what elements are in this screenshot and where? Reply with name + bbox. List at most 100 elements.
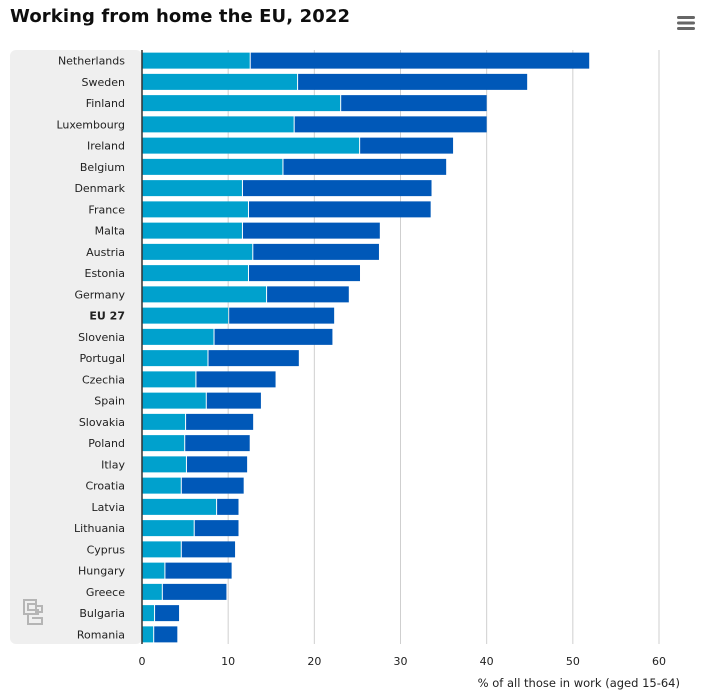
bar-usually[interactable]	[142, 498, 217, 515]
bar-sometimes[interactable]	[267, 286, 349, 303]
bar-sometimes[interactable]	[186, 456, 248, 473]
bar-sometimes[interactable]	[214, 328, 333, 345]
category-label: Hungary	[78, 565, 125, 578]
bar-sometimes[interactable]	[196, 371, 276, 388]
category-label: Slovakia	[79, 416, 125, 429]
bar-usually[interactable]	[142, 95, 341, 112]
bar-sometimes[interactable]	[155, 605, 180, 622]
bar-sometimes[interactable]	[248, 201, 431, 218]
category-label: Cyprus	[87, 543, 126, 556]
x-tick-label: 50	[566, 655, 580, 668]
category-label: Poland	[88, 437, 125, 450]
x-tick-label: 40	[480, 655, 494, 668]
category-label: Portugal	[79, 352, 125, 365]
bar-usually[interactable]	[142, 222, 242, 239]
category-label: Netherlands	[58, 55, 125, 68]
bar-usually[interactable]	[142, 435, 185, 452]
x-tick-label: 30	[394, 655, 408, 668]
bar-sometimes[interactable]	[250, 52, 590, 69]
bar-sometimes[interactable]	[229, 307, 335, 324]
bar-usually[interactable]	[142, 541, 181, 558]
category-label: Bulgaria	[79, 607, 125, 620]
category-label: Finland	[86, 97, 125, 110]
category-label: Germany	[74, 288, 125, 301]
bar-usually[interactable]	[142, 477, 181, 494]
bar-usually[interactable]	[142, 520, 194, 537]
category-label: Belgium	[80, 161, 125, 174]
bar-usually[interactable]	[142, 413, 186, 430]
category-label: Austria	[86, 246, 125, 259]
bar-sometimes[interactable]	[242, 180, 432, 197]
cbs-logo-icon	[23, 599, 43, 625]
category-label-band	[10, 50, 142, 644]
bar-sometimes[interactable]	[298, 73, 528, 90]
category-label: Sweden	[82, 76, 125, 89]
category-label: Czechia	[82, 373, 125, 386]
bar-usually[interactable]	[142, 116, 294, 133]
x-tick-label: 20	[307, 655, 321, 668]
bar-sometimes[interactable]	[360, 137, 454, 154]
bar-sometimes[interactable]	[181, 477, 244, 494]
bar-sometimes[interactable]	[208, 350, 299, 367]
category-label: Lithuania	[74, 522, 125, 535]
bar-sometimes[interactable]	[283, 158, 447, 175]
x-tick-label: 60	[652, 655, 666, 668]
bar-usually[interactable]	[142, 605, 155, 622]
chart-title: Working from home the EU, 2022	[10, 6, 351, 27]
bar-sometimes[interactable]	[217, 498, 239, 515]
category-label: Luxembourg	[56, 118, 125, 131]
bar-sometimes[interactable]	[186, 413, 254, 430]
bar-usually[interactable]	[142, 392, 206, 409]
category-label: Denmark	[74, 182, 125, 195]
bar-sometimes[interactable]	[165, 562, 232, 579]
category-label: EU 27	[89, 310, 125, 323]
bar-usually[interactable]	[142, 243, 253, 260]
bar-sometimes[interactable]	[154, 626, 178, 643]
category-label: Itlay	[101, 458, 125, 471]
bar-sometimes[interactable]	[248, 265, 361, 282]
category-label: Spain	[94, 395, 125, 408]
hamburger-menu-icon[interactable]	[676, 14, 696, 32]
bar-sometimes[interactable]	[242, 222, 380, 239]
category-label: Ireland	[87, 140, 125, 153]
category-label: France	[88, 203, 125, 216]
bar-sometimes[interactable]	[341, 95, 487, 112]
bar-usually[interactable]	[142, 137, 360, 154]
bar-sometimes[interactable]	[206, 392, 261, 409]
bar-sometimes[interactable]	[194, 520, 239, 537]
bar-usually[interactable]	[142, 626, 154, 643]
bar-usually[interactable]	[142, 371, 196, 388]
bar-usually[interactable]	[142, 350, 208, 367]
bar-usually[interactable]	[142, 286, 267, 303]
category-label: Greece	[86, 586, 125, 599]
category-label: Latvia	[92, 501, 126, 514]
bar-group	[142, 52, 590, 643]
category-label: Romania	[77, 628, 125, 641]
bar-usually[interactable]	[142, 328, 214, 345]
category-label: Croatia	[85, 480, 125, 493]
bar-sometimes[interactable]	[185, 435, 250, 452]
bar-usually[interactable]	[142, 73, 298, 90]
bar-sometimes[interactable]	[253, 243, 379, 260]
category-label: Estonia	[85, 267, 126, 280]
category-labels: Netherlands Sweden Finland Luxembourg Irelan…	[56, 55, 125, 642]
bar-usually[interactable]	[142, 456, 186, 473]
bar-sometimes[interactable]	[181, 541, 236, 558]
x-tick-label: 10	[221, 655, 235, 668]
bar-usually[interactable]	[142, 158, 283, 175]
bar-usually[interactable]	[142, 583, 162, 600]
bar-sometimes[interactable]	[162, 583, 227, 600]
bar-usually[interactable]	[142, 180, 242, 197]
bar-usually[interactable]	[142, 562, 165, 579]
bar-sometimes[interactable]	[294, 116, 487, 133]
x-tick-labels: 0 10 20 30 40 50 60	[139, 655, 667, 668]
x-axis-title: % of all those in work (aged 15-64)	[478, 676, 680, 690]
category-label: Slovenia	[78, 331, 125, 344]
x-tick-label: 0	[139, 655, 146, 668]
bar-usually[interactable]	[142, 52, 250, 69]
bar-usually[interactable]	[142, 201, 248, 218]
bar-usually[interactable]	[142, 307, 229, 324]
category-label: Malta	[95, 225, 125, 238]
bar-usually[interactable]	[142, 265, 248, 282]
